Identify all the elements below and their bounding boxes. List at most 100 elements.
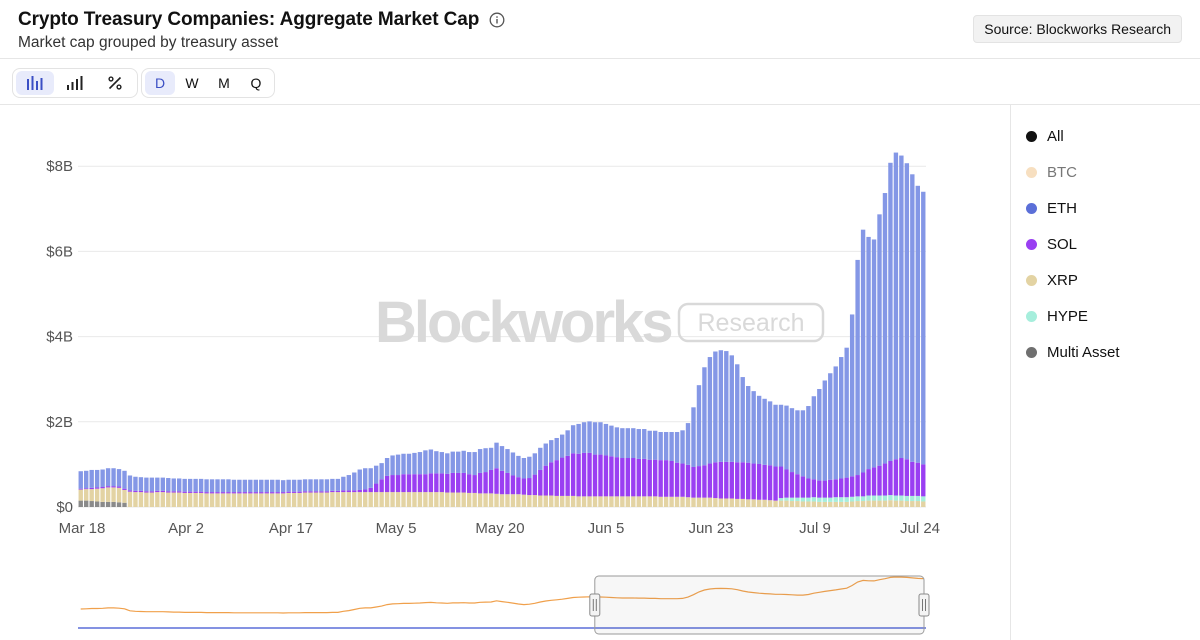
bar-segment-sol[interactable] xyxy=(849,476,855,497)
bar-segment-eth[interactable] xyxy=(811,396,817,480)
bar-segment-eth[interactable] xyxy=(406,453,412,475)
bar-segment-eth[interactable] xyxy=(735,364,740,463)
bar-segment-sol[interactable] xyxy=(242,492,248,494)
bar-segment-eth[interactable] xyxy=(817,389,822,481)
bar-chart-button[interactable] xyxy=(16,71,54,95)
bar-segment-multi-asset[interactable] xyxy=(105,501,111,507)
bar-segment-eth[interactable] xyxy=(806,406,811,479)
bar-segment-xrp[interactable] xyxy=(527,495,532,507)
bar-segment-sol[interactable] xyxy=(576,453,581,497)
bar-segment-xrp[interactable] xyxy=(494,493,499,507)
bar-segment-xrp[interactable] xyxy=(598,496,603,507)
bar-segment-xrp[interactable] xyxy=(849,501,855,507)
bar-segment-sol[interactable] xyxy=(587,452,592,497)
bar-segment-eth[interactable] xyxy=(308,479,313,492)
bar-segment-xrp[interactable] xyxy=(549,495,554,508)
bar-segment-sol[interactable] xyxy=(423,474,428,493)
bar-segment-xrp[interactable] xyxy=(133,492,138,507)
bar-segment-eth[interactable] xyxy=(133,476,138,491)
interval-m-button[interactable]: M xyxy=(218,75,230,91)
legend-item-eth[interactable]: ETH xyxy=(1026,190,1120,226)
bar-segment-xrp[interactable] xyxy=(127,491,133,507)
bar-segment-sol[interactable] xyxy=(220,492,226,494)
bar-segment-eth[interactable] xyxy=(182,478,187,492)
bar-segment-eth[interactable] xyxy=(434,451,439,474)
bar-segment-eth[interactable] xyxy=(849,314,855,477)
bar-segment-sol[interactable] xyxy=(724,461,729,499)
bar-segment-sol[interactable] xyxy=(395,475,401,493)
bar-segment-eth[interactable] xyxy=(346,475,351,491)
bar-segment-sol[interactable] xyxy=(505,472,510,495)
bar-segment-sol[interactable] xyxy=(609,456,614,497)
bar-segment-eth[interactable] xyxy=(357,469,362,490)
bar-segment-eth[interactable] xyxy=(921,191,926,465)
bar-segment-xrp[interactable] xyxy=(313,492,319,507)
bar-segment-sol[interactable] xyxy=(839,478,844,498)
bar-segment-sol[interactable] xyxy=(259,492,264,494)
bar-segment-xrp[interactable] xyxy=(450,492,455,507)
bar-segment-xrp[interactable] xyxy=(275,493,280,507)
bar-segment-hype[interactable] xyxy=(899,495,904,501)
bar-segment-sol[interactable] xyxy=(450,472,455,493)
bar-segment-eth[interactable] xyxy=(778,404,784,467)
bar-segment-xrp[interactable] xyxy=(395,492,401,507)
bar-segment-sol[interactable] xyxy=(871,467,877,496)
bar-segment-xrp[interactable] xyxy=(198,492,204,507)
bar-segment-sol[interactable] xyxy=(729,461,734,499)
bar-segment-eth[interactable] xyxy=(94,469,100,488)
bar-segment-xrp[interactable] xyxy=(171,492,176,507)
bar-segment-sol[interactable] xyxy=(346,490,351,493)
bar-segment-eth[interactable] xyxy=(620,428,625,459)
bar-segment-xrp[interactable] xyxy=(308,492,313,507)
bar-segment-hype[interactable] xyxy=(866,495,871,501)
bar-segment-sol[interactable] xyxy=(291,491,297,493)
bar-segment-xrp[interactable] xyxy=(111,487,116,502)
bar-segment-eth[interactable] xyxy=(691,407,696,467)
bar-segment-xrp[interactable] xyxy=(160,492,165,507)
bar-segment-sol[interactable] xyxy=(538,469,543,496)
bar-segment-eth[interactable] xyxy=(795,410,800,475)
legend-item-multi-asset[interactable]: Multi Asset xyxy=(1026,334,1120,370)
legend-item-btc[interactable]: BTC xyxy=(1026,154,1120,190)
bar-segment-sol[interactable] xyxy=(177,491,182,493)
bar-segment-eth[interactable] xyxy=(521,458,527,479)
bar-segment-sol[interactable] xyxy=(789,472,795,498)
bar-segment-eth[interactable] xyxy=(209,479,215,493)
bar-segment-sol[interactable] xyxy=(384,475,390,493)
bar-segment-xrp[interactable] xyxy=(521,494,527,507)
bar-segment-sol[interactable] xyxy=(620,458,625,497)
bar-segment-sol[interactable] xyxy=(833,479,838,498)
bar-segment-xrp[interactable] xyxy=(379,492,384,507)
bar-segment-xrp[interactable] xyxy=(696,497,702,507)
bar-segment-sol[interactable] xyxy=(231,492,237,494)
bar-segment-sol[interactable] xyxy=(543,465,548,496)
bar-segment-sol[interactable] xyxy=(226,492,231,494)
bar-segment-sol[interactable] xyxy=(401,474,406,493)
bar-segment-eth[interactable] xyxy=(614,427,620,458)
bar-segment-eth[interactable] xyxy=(565,430,570,456)
bar-segment-xrp[interactable] xyxy=(116,487,122,503)
bar-segment-eth[interactable] xyxy=(893,152,899,460)
bar-segment-eth[interactable] xyxy=(674,432,680,463)
bar-segment-xrp[interactable] xyxy=(144,492,149,507)
bar-segment-sol[interactable] xyxy=(330,490,335,493)
bar-segment-sol[interactable] xyxy=(324,491,330,493)
bar-segment-sol[interactable] xyxy=(625,458,631,497)
bar-segment-eth[interactable] xyxy=(499,446,505,471)
bar-segment-hype[interactable] xyxy=(871,495,877,501)
bar-segment-sol[interactable] xyxy=(445,473,450,493)
bar-segment-eth[interactable] xyxy=(860,229,866,473)
bar-segment-xrp[interactable] xyxy=(428,492,434,507)
bar-segment-eth[interactable] xyxy=(242,479,248,493)
bar-segment-eth[interactable] xyxy=(78,471,83,489)
bar-segment-sol[interactable] xyxy=(313,491,319,493)
bar-segment-hype[interactable] xyxy=(822,497,827,502)
bar-segment-sol[interactable] xyxy=(472,475,477,493)
bar-segment-xrp[interactable] xyxy=(226,493,231,507)
bar-segment-sol[interactable] xyxy=(570,453,576,496)
bar-segment-xrp[interactable] xyxy=(417,492,423,507)
bar-segment-xrp[interactable] xyxy=(231,493,237,507)
bar-segment-eth[interactable] xyxy=(833,366,838,480)
bar-segment-xrp[interactable] xyxy=(691,497,696,507)
bar-segment-xrp[interactable] xyxy=(352,492,357,507)
